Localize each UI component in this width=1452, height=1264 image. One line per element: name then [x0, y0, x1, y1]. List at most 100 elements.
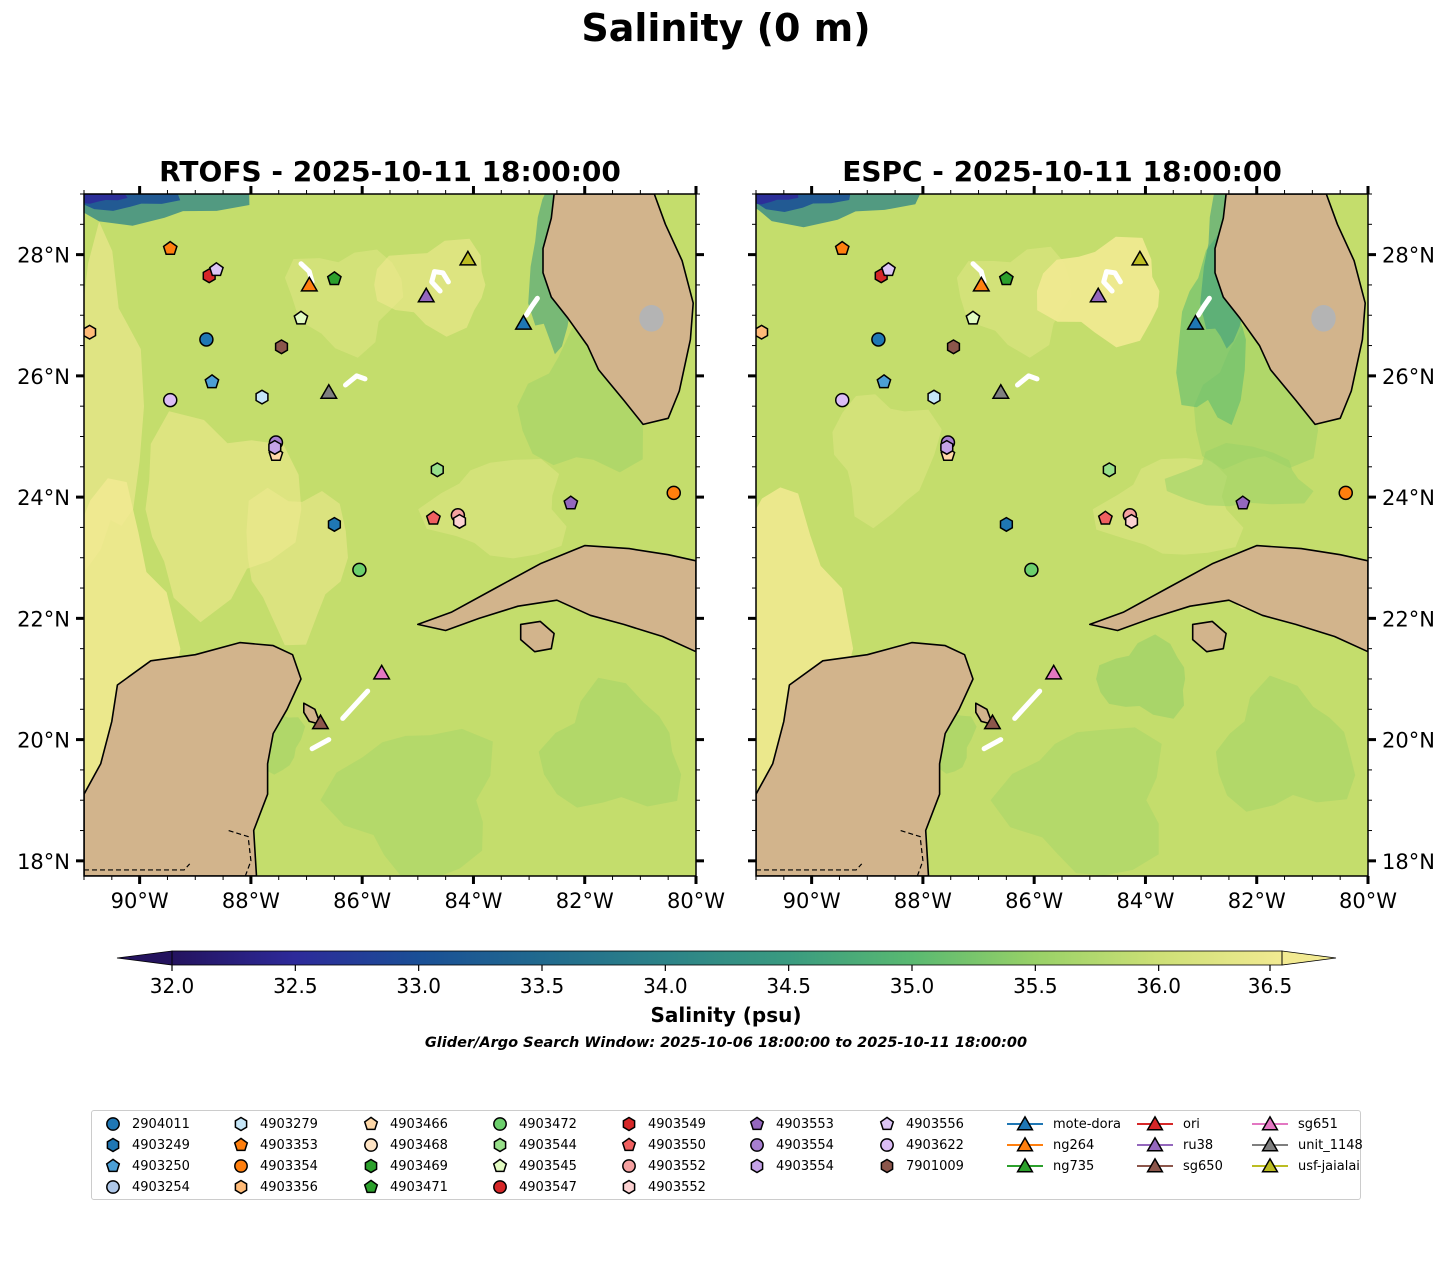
panel-title-espc: ESPC - 2025-10-11 18:00:00	[842, 155, 1282, 188]
legend-label: ori	[1183, 1116, 1200, 1132]
glider-track	[981, 737, 1004, 752]
legend-label: 4903466	[390, 1116, 448, 1132]
glider-track	[298, 261, 315, 285]
glider-track	[523, 295, 540, 318]
legend-swatch	[1137, 1157, 1173, 1173]
legend-marker	[880, 1138, 894, 1152]
colorbar-tick-label: 33.0	[396, 974, 441, 998]
legend-item-4903622: 4903622	[876, 1136, 964, 1154]
legend-label: 4903549	[648, 1116, 706, 1132]
marker-4903249	[999, 516, 1014, 533]
lon-tick-label: 84°W	[1116, 889, 1174, 913]
marker-4903249	[327, 516, 342, 533]
legend-marker	[364, 1138, 378, 1152]
legend-marker	[105, 1158, 121, 1173]
legend-marker	[106, 1180, 120, 1194]
legend-marker	[750, 1158, 764, 1174]
colorbar-tick-label: 32.0	[150, 974, 195, 998]
salinity-patch	[990, 727, 1162, 876]
legend-label: 4903468	[390, 1137, 448, 1153]
colorbar-label: Salinity (psu)	[650, 1003, 802, 1027]
lon-tick-label: 82°W	[556, 889, 614, 913]
legend-swatch	[363, 1179, 379, 1194]
land-cozumel	[302, 702, 322, 726]
marker-4903472	[352, 562, 367, 578]
marker-4903471	[326, 270, 342, 286]
lon-tick-label: 88°W	[222, 889, 280, 913]
legend-item-4903279: 4903279	[230, 1115, 318, 1133]
marker-4903553	[563, 495, 579, 510]
map-panel-espc: 90°W 88°W 86°W 84°W 82°W 80°W 28°N 26°N 24°N 22°N…	[748, 186, 1435, 913]
legend-item-ng264: ng264	[1005, 1136, 1094, 1154]
legend-item-4903550: 4903550	[618, 1136, 706, 1154]
marker-4903356	[756, 324, 769, 340]
legend-swatch	[750, 1138, 764, 1152]
lon-tick-label: 80°W	[667, 889, 725, 913]
salinity-patch	[832, 394, 942, 529]
legend-label: sg651	[1298, 1116, 1338, 1132]
legend-label: sg650	[1183, 1158, 1223, 1174]
legend-swatch	[234, 1116, 248, 1132]
legend-label: 4903554	[776, 1158, 834, 1174]
legend-item-4903468: 4903468	[360, 1136, 448, 1154]
legend-item-ng735: ng735	[1005, 1157, 1094, 1175]
legend-swatch	[363, 1116, 379, 1131]
lat-tick-label: 26°N	[17, 365, 70, 389]
marker-4903545	[965, 310, 981, 325]
marker-unit_1148	[319, 383, 338, 399]
marker-2904011	[199, 332, 214, 347]
legend-item-mote-dora: mote-dora	[1005, 1115, 1121, 1133]
glider-track	[1015, 373, 1040, 388]
lat-tick-label: 24°N	[1382, 486, 1435, 510]
legend-swatch	[622, 1116, 636, 1132]
border-line	[84, 863, 191, 871]
legend-marker	[1146, 1136, 1164, 1152]
colorbar-tick-label: 33.5	[520, 974, 565, 998]
land-yucatan	[84, 641, 302, 876]
marker-2904011	[871, 332, 886, 347]
legend-swatch	[880, 1158, 894, 1174]
lat-tick-label: 20°N	[17, 729, 70, 753]
marker-ru38	[417, 286, 436, 303]
marker-sg651	[372, 663, 391, 680]
legend-item-4903354: 4903354	[230, 1157, 318, 1175]
land-cuba	[1089, 544, 1368, 653]
legend-swatch	[234, 1159, 248, 1173]
border-line	[228, 829, 252, 876]
legend-marker	[1261, 1136, 1279, 1152]
marker-4903250	[876, 373, 892, 389]
legend-marker	[1016, 1157, 1034, 1173]
legend-item-4903469: 4903469	[360, 1157, 448, 1175]
legend-swatch	[106, 1137, 120, 1153]
legend-marker	[493, 1137, 507, 1153]
marker-ng264	[972, 275, 991, 292]
legend-item-4903249: 4903249	[102, 1136, 190, 1154]
land-juventud	[519, 620, 555, 653]
marker-4903353	[162, 240, 178, 255]
legend-item-4903549: 4903549	[618, 1115, 706, 1133]
legend-item-sg650: sg650	[1135, 1157, 1223, 1175]
legend-swatch	[750, 1158, 764, 1174]
colorbar-frame	[171, 950, 1283, 966]
legend-marker	[363, 1179, 379, 1194]
lat-tick-label: 24°N	[17, 486, 70, 510]
marker-4903544	[1102, 462, 1116, 478]
legend-marker	[1146, 1115, 1164, 1131]
marker-4903550	[425, 510, 441, 525]
lat-tick-label: 28°N	[1382, 244, 1435, 268]
legend-swatch	[106, 1117, 120, 1131]
legend-label: unit_1148	[1298, 1137, 1363, 1153]
lat-tick-label: 18°N	[1382, 850, 1435, 874]
legend-label: 4903622	[906, 1137, 964, 1153]
salinity-patch	[145, 411, 302, 623]
legend-marker	[621, 1137, 637, 1152]
legend-swatch	[492, 1158, 508, 1173]
legend-item-sg651: sg651	[1250, 1115, 1338, 1133]
marker-unit_1148	[991, 383, 1010, 399]
marker-sg650	[983, 713, 1002, 730]
legend-item-4903356: 4903356	[230, 1178, 318, 1196]
land-cozumel	[974, 702, 994, 726]
legend-marker	[234, 1179, 248, 1195]
salinity-plume	[84, 194, 128, 204]
